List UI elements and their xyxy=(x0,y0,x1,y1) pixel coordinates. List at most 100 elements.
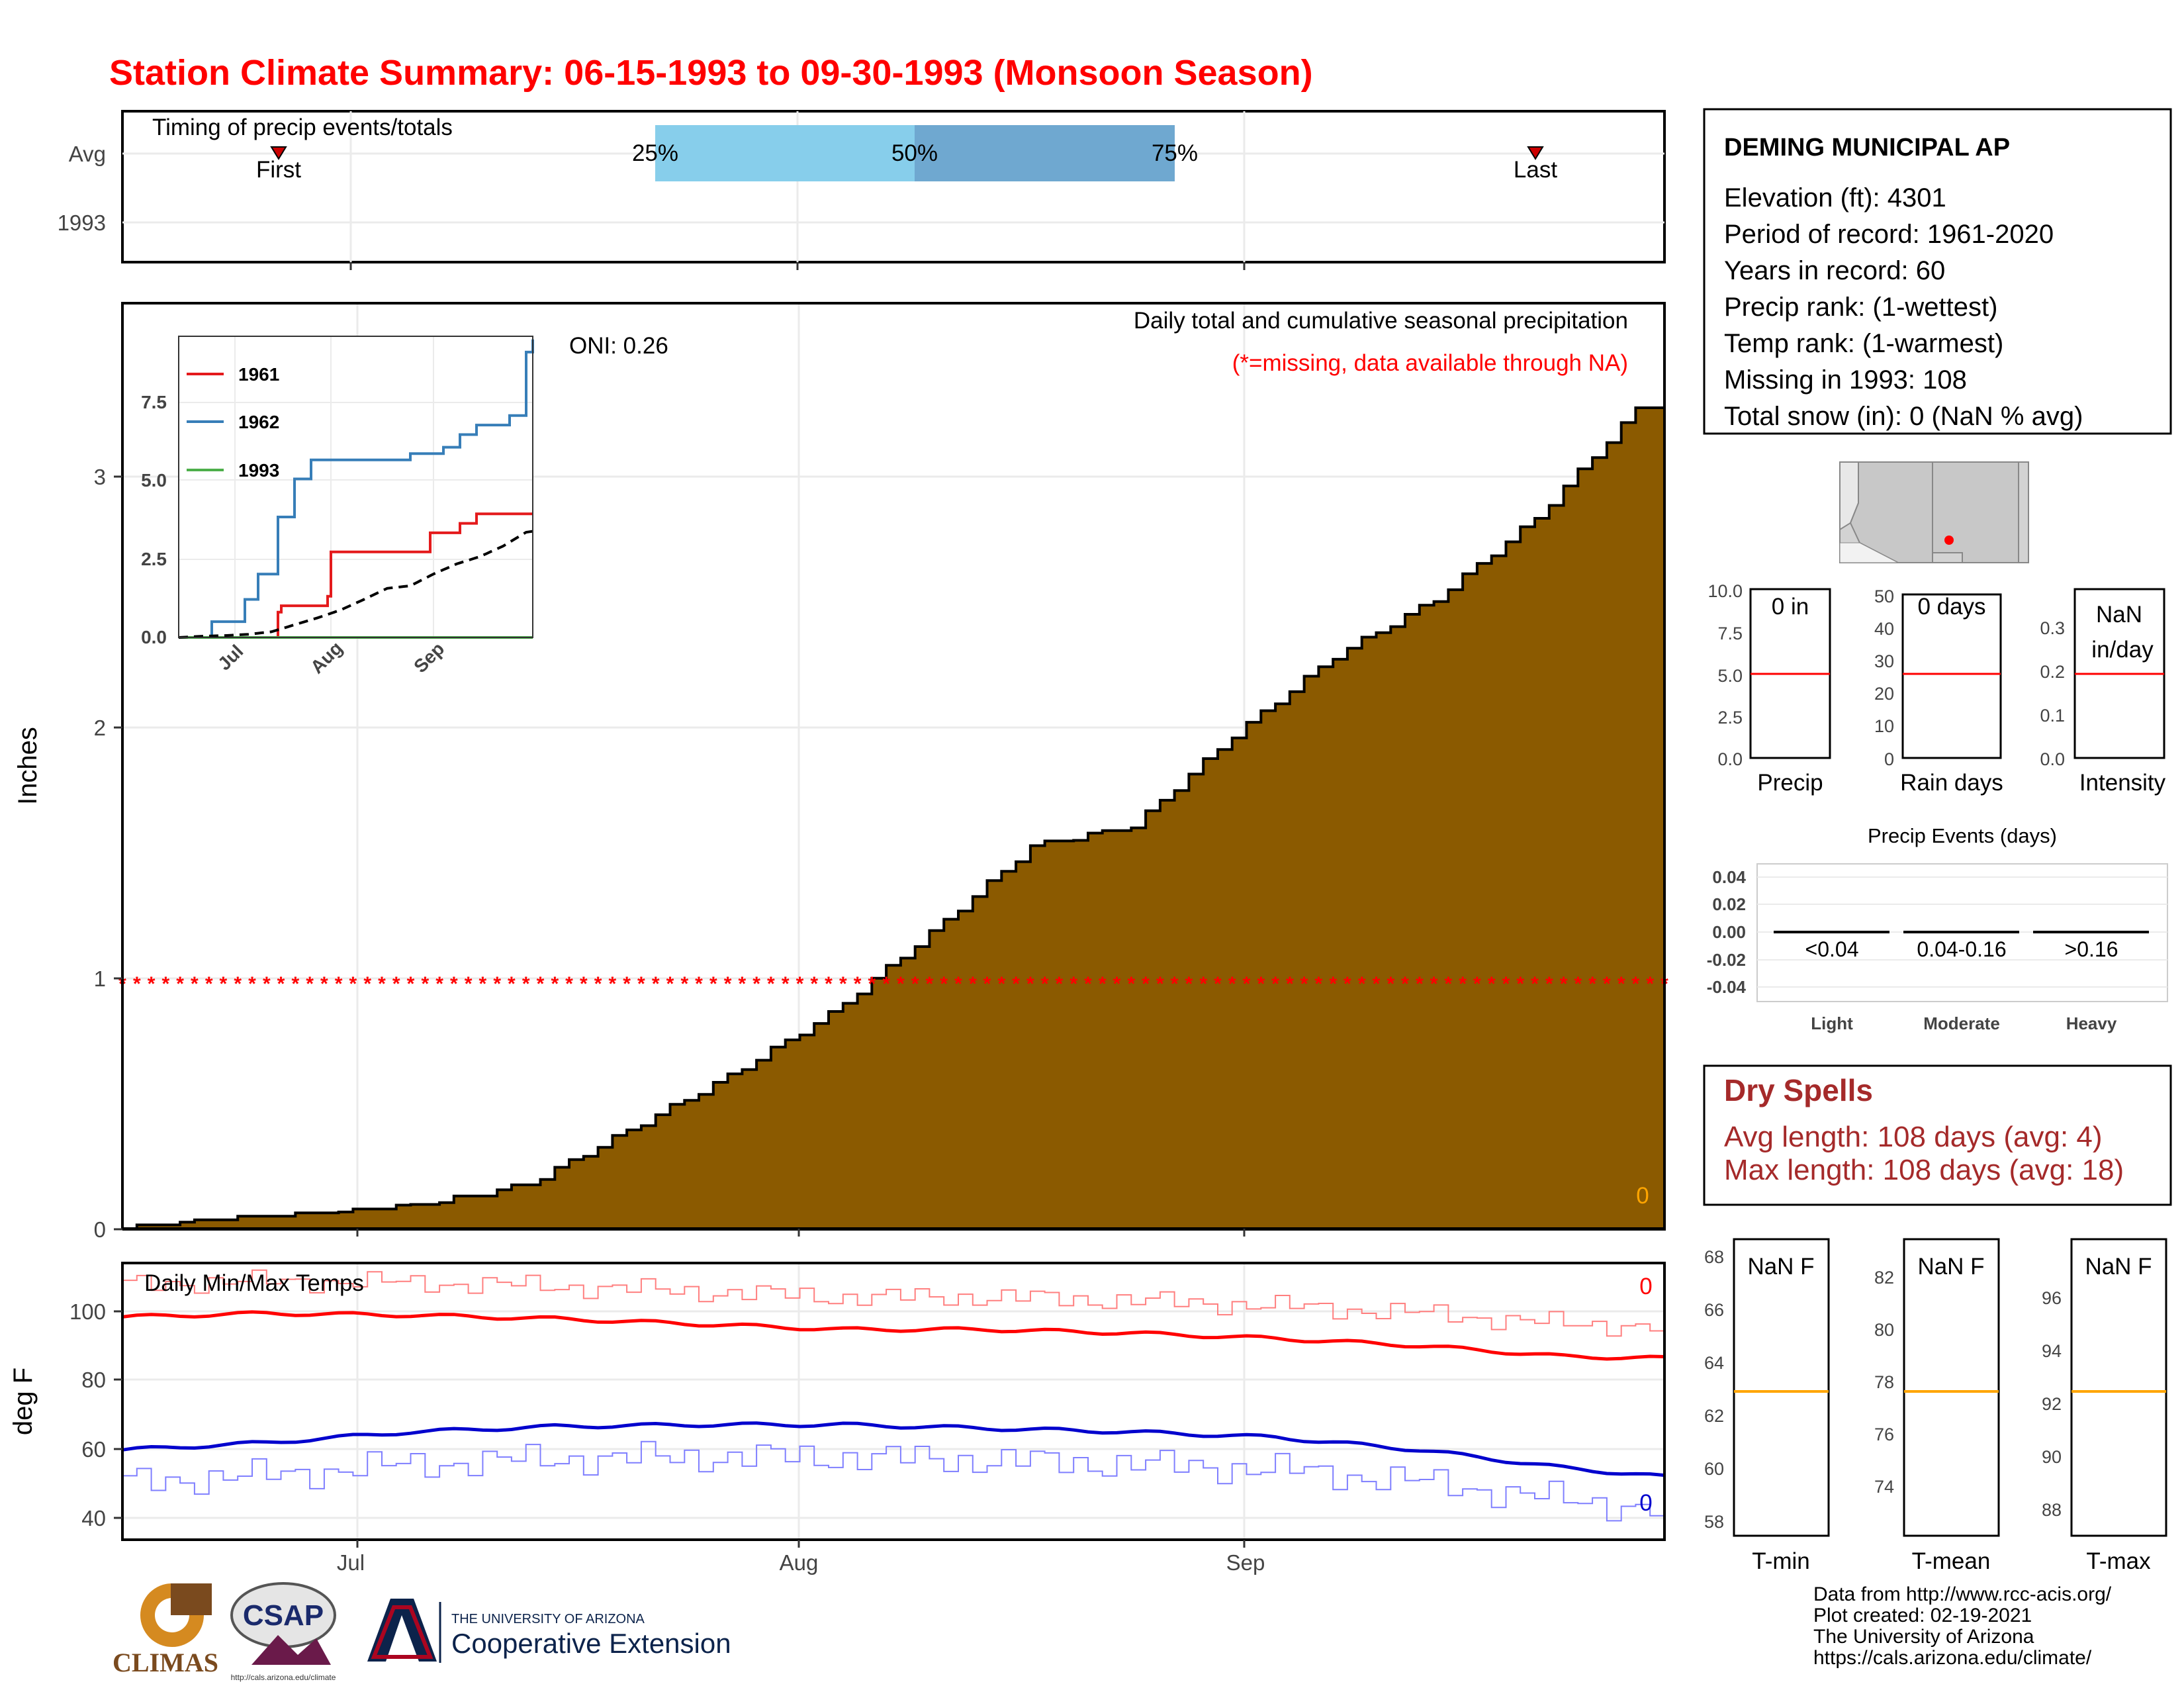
missing-marker: * xyxy=(1056,973,1064,995)
missing-marker: * xyxy=(868,973,876,995)
missing-marker: * xyxy=(1387,973,1394,995)
tmean-value: NaN F xyxy=(1917,1254,1984,1280)
missing-marker: * xyxy=(1185,973,1193,995)
timing-panel: Timing of precip events/totals Avg 1993 … xyxy=(58,110,1666,270)
missing-marker: * xyxy=(652,973,660,995)
precip-bar-label: Precip xyxy=(1757,770,1823,796)
missing-marker: * xyxy=(277,973,285,995)
footer-plot-created: Plot created: 02-19-2021 xyxy=(1813,1605,2032,1626)
missing-marker: * xyxy=(926,973,934,995)
missing-marker: * xyxy=(161,973,169,995)
tmin-ytick-68: 68 xyxy=(1704,1247,1724,1267)
precip-ytick-2.5: 2.5 xyxy=(1717,708,1743,727)
missing-marker: * xyxy=(1545,973,1553,995)
raindays-bar-label: Rain days xyxy=(1900,770,2003,796)
xtick-sep: Sep xyxy=(1226,1550,1265,1575)
missing-marker: * xyxy=(465,973,473,995)
ytick-1: 1 xyxy=(94,966,106,991)
precip-summary-bars: 0 in Precip 10.0 7.5 5.0 2.5 0.0 0 days … xyxy=(1707,581,2165,796)
q50-label: 50% xyxy=(891,140,938,166)
footer-university: The University of Arizona xyxy=(1813,1626,2034,1648)
missing-marker: * xyxy=(1632,973,1640,995)
intensity-value: NaN xyxy=(2096,602,2142,628)
raindays-ytick-50: 50 xyxy=(1874,586,1894,606)
station-elevation: Elevation (ft): 4301 xyxy=(1724,183,1946,212)
inset-ytick-2: 5.0 xyxy=(141,470,167,491)
missing-marker: * xyxy=(565,973,573,995)
missing-marker: * xyxy=(1069,973,1077,995)
intensity-ytick-0.3: 0.3 xyxy=(2040,618,2065,638)
temp-panel-title: Daily Min/Max Temps xyxy=(144,1270,364,1296)
climas-logo: CLIMAS xyxy=(113,1583,218,1677)
missing-marker: * xyxy=(796,973,804,995)
missing-marker: * xyxy=(1127,973,1135,995)
missing-marker: * xyxy=(1142,973,1150,995)
missing-marker: * xyxy=(450,973,458,995)
missing-marker: * xyxy=(1214,973,1222,995)
inset-chart: 1961 1962 1993 0.0 2.5 5.0 7.5 Jul Aug S… xyxy=(141,336,534,677)
missing-marker: * xyxy=(709,973,717,995)
last-marker xyxy=(1527,146,1544,160)
missing-marker: * xyxy=(839,973,847,995)
missing-marker: * xyxy=(825,973,833,995)
precip-ytick-10: 10.0 xyxy=(1707,581,1743,601)
xtick-aug: Aug xyxy=(780,1550,819,1575)
tmin-value: NaN F xyxy=(1747,1254,1814,1280)
events-ytick-0.00: 0.00 xyxy=(1712,922,1746,942)
tmax-ytick-92: 92 xyxy=(2042,1394,2062,1414)
tmean-ytick-80: 80 xyxy=(1874,1320,1894,1340)
missing-marker: * xyxy=(739,973,747,995)
dry-spells-box: Dry Spells Avg length: 108 days (avg: 4)… xyxy=(1703,1064,2172,1206)
ua-logo-bottom: Cooperative Extension xyxy=(451,1628,731,1659)
record-max-temp-line xyxy=(122,1269,1665,1337)
missing-marker: * xyxy=(695,973,703,995)
precip-panel-label: Daily total and cumulative seasonal prec… xyxy=(1134,308,1628,334)
missing-count-label: 0 xyxy=(1636,1183,1649,1209)
footer-url: https://cals.arizona.edu/climate/ xyxy=(1813,1647,2092,1669)
missing-marker: * xyxy=(1228,973,1236,995)
q25-label: 25% xyxy=(632,140,678,166)
events-range-moderate: 0.04-0.16 xyxy=(1917,937,2006,961)
csap-logo-url: http://cals.arizona.edu/climate xyxy=(231,1673,336,1682)
missing-marker: * xyxy=(767,973,775,995)
footer-credits: Data from http://www.rcc-acis.org/ Plot … xyxy=(1813,1583,2112,1669)
station-snow: Total snow (in): 0 (NaN % avg) xyxy=(1724,402,2083,431)
missing-marker: * xyxy=(1560,973,1568,995)
missing-marker: * xyxy=(752,973,760,995)
missing-marker: * xyxy=(1171,973,1179,995)
missing-marker: * xyxy=(1026,973,1034,995)
missing-marker: * xyxy=(1329,973,1337,995)
min-missing-count: 0 xyxy=(1639,1490,1652,1516)
temp-ytick-80: 80 xyxy=(81,1368,106,1392)
missing-marker: * xyxy=(349,973,357,995)
raindays-ytick-0: 0 xyxy=(1884,749,1894,769)
temp-panel: Daily Min/Max Temps 0 0 100 80 60 40 Jul… xyxy=(9,1262,1666,1575)
csap-logo: CSAP http://cals.arizona.edu/climate xyxy=(230,1582,336,1682)
missing-marker: * xyxy=(1531,973,1539,995)
intensity-ytick-0.1: 0.1 xyxy=(2040,706,2065,726)
tmax-label: T-max xyxy=(2086,1548,2151,1574)
legend-label-1962: 1962 xyxy=(238,412,279,432)
missing-marker: * xyxy=(291,973,299,995)
missing-marker: * xyxy=(1358,973,1366,995)
missing-marker: * xyxy=(1516,973,1524,995)
ytick-0: 0 xyxy=(94,1217,106,1242)
last-label: Last xyxy=(1514,157,1557,183)
university-of-arizona-logo: THE UNIVERSITY OF ARIZONA Cooperative Ex… xyxy=(367,1599,731,1663)
missing-marker: * xyxy=(623,973,631,995)
events-cat-moderate: Moderate xyxy=(1923,1013,2000,1033)
missing-data-markers: * * * * * * * * * * * * * * * * * * * * * * * * * * * * * * * * * * * * * * * *… xyxy=(118,973,1668,995)
tmax-ytick-94: 94 xyxy=(2042,1341,2062,1361)
missing-marker: * xyxy=(537,973,545,995)
avg-min-temp-line xyxy=(122,1421,1665,1477)
missing-marker: * xyxy=(1473,973,1481,995)
intensity-ytick-0.2: 0.2 xyxy=(2040,662,2065,682)
inset-line-1962 xyxy=(179,339,534,639)
tmax-value: NaN F xyxy=(2085,1254,2152,1280)
missing-marker: * xyxy=(1617,973,1625,995)
missing-marker: * xyxy=(1603,973,1611,995)
precip-ytick-7.5: 7.5 xyxy=(1717,624,1743,643)
raindays-value: 0 days xyxy=(1917,594,1985,620)
station-info-box: DEMING MUNICIPAL AP Elevation (ft): 4301… xyxy=(1703,108,2172,435)
dry-max-length: Max length: 108 days (avg: 18) xyxy=(1724,1154,2124,1186)
